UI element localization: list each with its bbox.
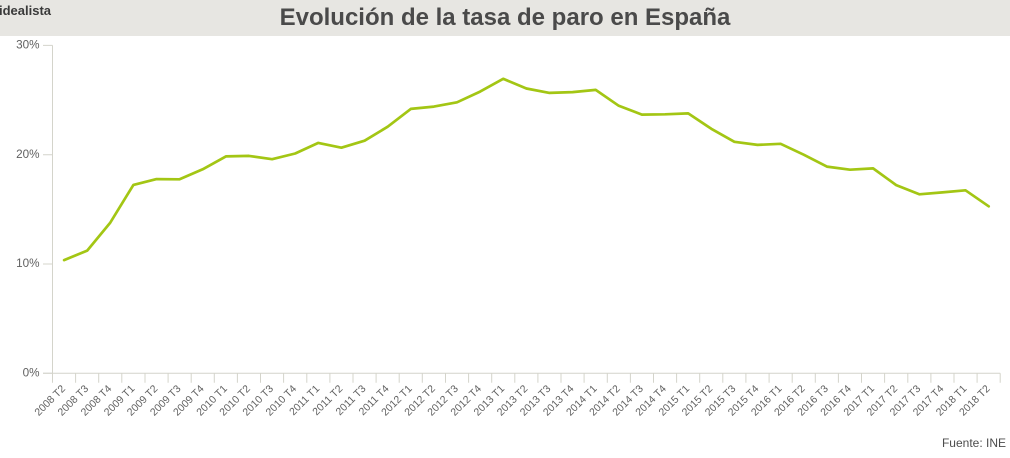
svg-text:10%: 10% [16,257,39,270]
svg-text:20%: 20% [16,148,39,161]
svg-text:0%: 0% [23,367,40,380]
svg-text:30%: 30% [16,39,39,52]
